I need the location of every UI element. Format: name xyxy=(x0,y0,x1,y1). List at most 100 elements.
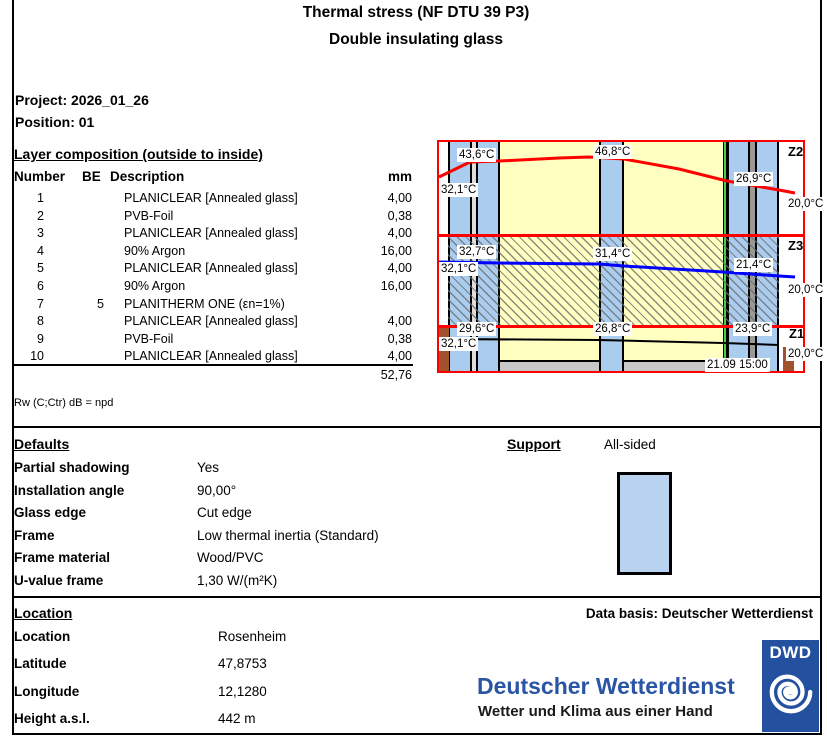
table-row: 6 90% Argon 16,00 xyxy=(14,278,412,296)
zone-label-z3: Z3 xyxy=(788,238,804,253)
property-row: Frame material Wood/PVC xyxy=(14,550,484,573)
table-cell: 90% Argon xyxy=(124,243,186,258)
temp-label-z2-middle: 46,8°C xyxy=(593,145,633,159)
table-cell: PLANICLEAR [Annealed glass] xyxy=(124,191,298,205)
property-value: 90,00° xyxy=(197,482,237,498)
table-cell xyxy=(44,331,104,349)
table-cell: 4,00 xyxy=(387,226,412,241)
property-row: Frame Low thermal inertia (Standard) xyxy=(14,528,484,551)
table-cell: PLANICLEAR [Annealed glass] xyxy=(124,261,298,276)
table-row: 4 90% Argon 16,00 xyxy=(14,243,412,261)
property-label: Height a.s.l. xyxy=(14,711,90,727)
property-row: Location Rosenheim xyxy=(14,629,434,656)
table-row: 9 PVB-Foil 0,38 xyxy=(14,331,412,349)
temp-curve-z1 xyxy=(438,338,780,346)
temp-label-z2-left: 32,1°C xyxy=(439,183,479,197)
property-row: Glass edge Cut edge xyxy=(14,505,484,528)
defaults-heading: Defaults xyxy=(14,436,70,452)
table-cell: 5 xyxy=(97,296,104,311)
report-subtitle: Double insulating glass xyxy=(329,31,503,48)
column-header-be: BE xyxy=(82,169,101,184)
temp-label-z2-right: 20,0°C xyxy=(786,197,826,211)
temp-label-z1-right: 20,0°C xyxy=(786,347,826,361)
property-value: 1,30 W/(m²K) xyxy=(197,572,278,588)
temp-label-z1-outer: 29,6°C xyxy=(457,322,497,336)
table-row: 1 PLANICLEAR [Annealed glass] 4,00 xyxy=(14,190,412,208)
table-cell: 7 xyxy=(37,296,44,311)
property-label: Location xyxy=(14,629,71,644)
dwd-tagline: Wetter und Klima aus einer Hand xyxy=(478,703,713,720)
property-label: Installation angle xyxy=(14,482,125,498)
table-row: 3 PLANICLEAR [Annealed glass] 4,00 xyxy=(14,225,412,243)
support-heading: Support xyxy=(507,436,561,452)
table-cell: PLANICLEAR [Annealed glass] xyxy=(124,349,298,364)
table-cell: 16,00 xyxy=(380,243,412,258)
property-row: Partial shadowing Yes xyxy=(14,460,484,483)
property-value: 442 m xyxy=(218,711,256,727)
table-cell: 9 xyxy=(37,331,44,346)
temp-label-z3-left: 32,1°C xyxy=(439,262,479,276)
report-title: Thermal stress (NF DTU 39 P3) xyxy=(302,4,530,21)
table-cell: PLANICLEAR [Annealed glass] xyxy=(124,314,298,329)
property-label: Frame material xyxy=(14,550,111,566)
property-value: 47,8753 xyxy=(218,656,267,672)
property-row: Latitude 47,8753 xyxy=(14,656,434,683)
temp-label-z1-left: 32,1°C xyxy=(439,337,479,351)
temp-label-z3-middle: 31,4°C xyxy=(593,247,633,261)
table-cell xyxy=(44,313,104,331)
table-cell xyxy=(44,260,104,278)
table-cell: 4,00 xyxy=(387,191,412,205)
rw-note: Rw (C;Ctr) dB = npd xyxy=(14,397,114,409)
temp-curve-z3 xyxy=(438,260,796,279)
table-cell: 1 xyxy=(37,191,44,205)
table-row: 8 PLANICLEAR [Annealed glass] 4,00 xyxy=(14,313,412,331)
glazing-diagram: 43,6°C 46,8°C 26,9°C 32,1°C 20,0°C Z2 32… xyxy=(437,140,826,373)
dwd-wordmark: Deutscher Wetterdienst xyxy=(477,673,735,699)
property-label: Partial shadowing xyxy=(14,460,130,475)
property-label: Longitude xyxy=(14,683,80,699)
data-basis-label: Data basis: Deutscher Wetterdienst xyxy=(585,606,813,621)
project-label: Project: 2026_01_26 xyxy=(15,92,149,108)
table-row: 7 5 PLANITHERM ONE (εn=1%) xyxy=(14,296,412,314)
support-glass-sketch xyxy=(617,472,672,575)
column-header-number: Number xyxy=(14,169,66,184)
table-row: 10 PLANICLEAR [Annealed glass] 4,00 xyxy=(14,348,412,366)
support-value: All-sided xyxy=(604,437,656,452)
table-cell: 2 xyxy=(37,208,44,223)
temp-label-z3-right: 20,0°C xyxy=(786,283,826,297)
spacer-bar-left xyxy=(500,360,599,371)
table-cell: 3 xyxy=(37,226,44,241)
location-heading: Location xyxy=(14,605,73,621)
table-cell xyxy=(44,190,104,208)
zone-boundary-z2-z3 xyxy=(439,234,803,237)
table-cell: PLANICLEAR [Annealed glass] xyxy=(124,226,298,241)
property-value: Cut edge xyxy=(197,505,252,521)
table-cell: 8 xyxy=(37,314,44,329)
page-border xyxy=(12,0,822,735)
table-row: 5 PLANICLEAR [Annealed glass] 4,00 xyxy=(14,260,412,278)
temp-label-z1-inner: 23,9°C xyxy=(733,322,773,336)
table-sum-rule xyxy=(12,364,413,366)
table-cell xyxy=(44,278,104,296)
column-header-description: Description xyxy=(110,169,185,184)
section-divider-1 xyxy=(12,426,820,428)
zone-label-z2: Z2 xyxy=(788,144,804,159)
property-value: Yes xyxy=(197,460,220,475)
table-cell: 4,00 xyxy=(387,349,412,364)
table-cell: PLANITHERM ONE (εn=1%) xyxy=(124,296,285,311)
property-label: Frame xyxy=(14,527,55,543)
table-cell: 5 xyxy=(37,261,44,276)
dwd-spiral-icon xyxy=(769,674,812,714)
table-cell: 16,00 xyxy=(380,278,412,293)
table-cell: 4 xyxy=(37,243,44,258)
defaults-list: Partial shadowing Yes Installation angle 90… xyxy=(14,460,484,596)
table-cell xyxy=(342,296,412,314)
table-cell: 10 xyxy=(30,349,44,364)
location-list: Location Rosenheim Latitude 47,8753 Longitud… xyxy=(14,629,434,737)
table-cell: 0,38 xyxy=(387,208,412,223)
table-cell xyxy=(44,225,104,243)
section-divider-2 xyxy=(12,596,820,598)
table-cell: 4,00 xyxy=(387,314,412,329)
temp-label-z2-outer: 43,6°C xyxy=(457,148,497,162)
